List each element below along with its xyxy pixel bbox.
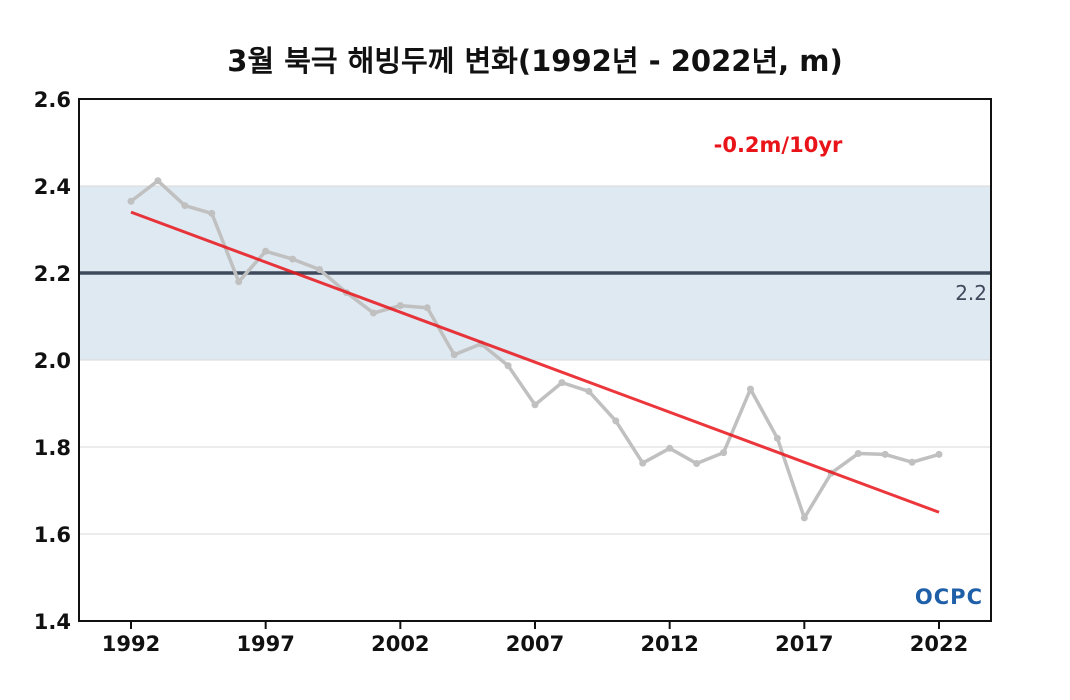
ocpc-logo: OCPC: [915, 585, 983, 609]
data-point: [531, 401, 539, 409]
x-axis: 1992 1997 2002 2007 2012 2017 2022: [102, 621, 968, 656]
reference-line-label: 2.2: [955, 281, 987, 305]
trend-line: [130, 210, 940, 514]
data-point: [208, 209, 216, 217]
data-point: [396, 302, 404, 310]
x-tick-label: 1997: [236, 632, 294, 656]
data-point: [289, 255, 297, 263]
data-point: [935, 450, 943, 458]
data-point: [746, 385, 754, 393]
data-point: [262, 247, 270, 255]
x-tick-label: 1992: [102, 632, 160, 656]
data-point: [504, 362, 512, 370]
data-point: [585, 387, 593, 395]
data-point: [154, 177, 162, 185]
x-tick-label: 2017: [775, 632, 833, 656]
series-points: [127, 177, 943, 522]
data-point: [639, 459, 647, 467]
y-tick-label: 1.8: [34, 436, 71, 460]
data-point: [854, 450, 862, 458]
data-point: [773, 434, 781, 442]
y-axis: 1.4 1.6 1.8 2.0 2.2 2.4 2.6: [34, 88, 71, 634]
data-point: [181, 202, 189, 210]
data-point: [612, 417, 620, 425]
y-tick-label: 2.2: [34, 262, 71, 286]
data-point: [558, 379, 566, 387]
x-tick-label: 2002: [371, 632, 429, 656]
data-point: [693, 460, 701, 468]
data-point: [720, 449, 728, 457]
data-point: [235, 278, 243, 286]
data-point: [881, 450, 889, 458]
trend-label: -0.2m/10yr: [714, 133, 843, 157]
data-point: [800, 514, 808, 522]
data-point: [316, 266, 324, 274]
y-tick-label: 1.4: [34, 610, 71, 634]
y-tick-label: 2.4: [34, 175, 71, 199]
y-tick-label: 1.6: [34, 523, 71, 547]
logo-text: OCPC: [915, 585, 983, 609]
x-tick-label: 2022: [910, 632, 968, 656]
y-tick-label: 2.6: [34, 88, 71, 112]
data-point: [908, 458, 916, 466]
data-point: [450, 351, 458, 359]
data-point: [369, 309, 377, 317]
chart-title: 3월 북극 해빙두께 변화(1992년 - 2022년, m): [227, 44, 843, 78]
data-point: [666, 444, 674, 452]
x-tick-label: 2007: [506, 632, 564, 656]
x-tick-label: 2012: [640, 632, 698, 656]
y-tick-label: 2.0: [34, 349, 71, 373]
data-point: [127, 197, 135, 205]
data-point: [423, 304, 431, 312]
